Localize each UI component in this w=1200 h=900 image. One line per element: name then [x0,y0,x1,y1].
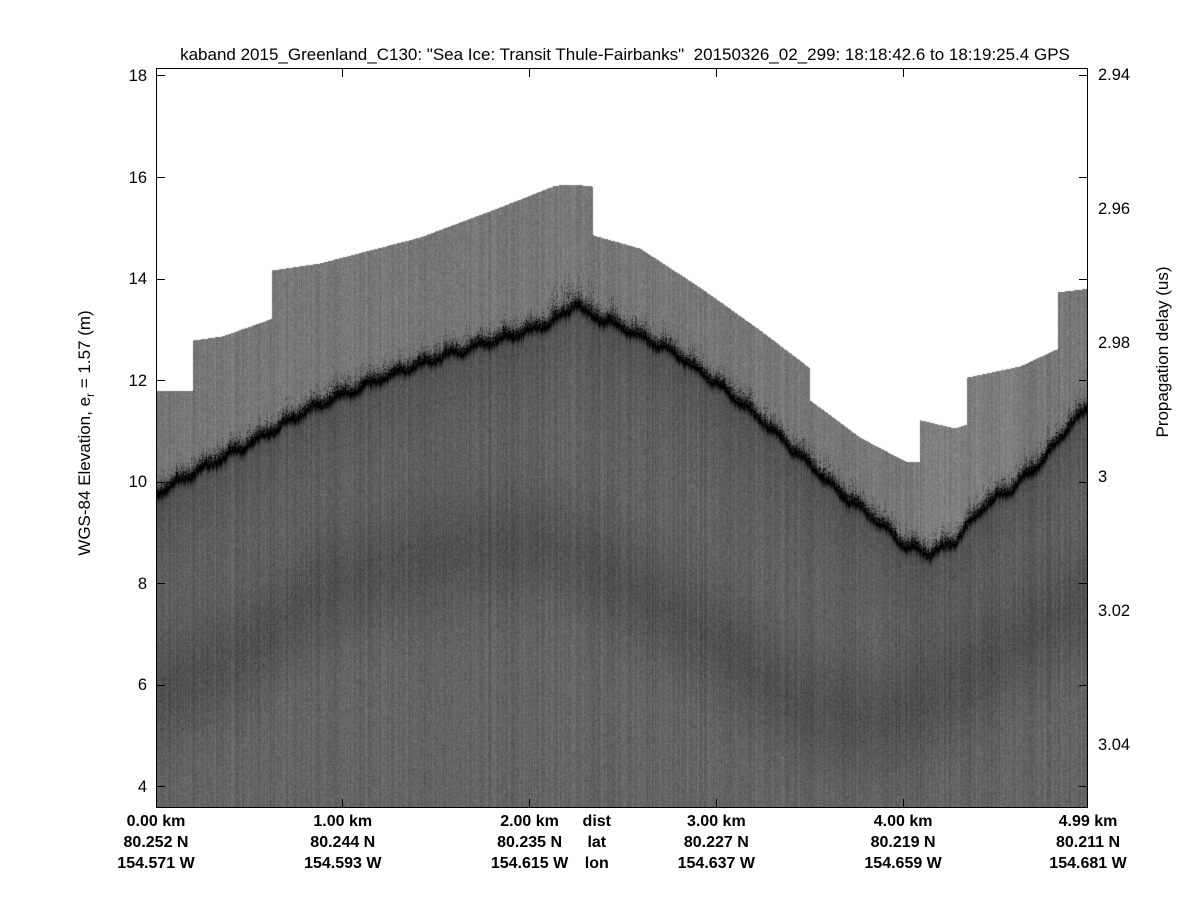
right-tick-mark [1079,278,1087,280]
row-header-lon: lon [584,855,609,872]
bottom-tick-mark [529,799,531,807]
distance-label: 2.00 km [500,813,559,830]
left-tick-mark [157,75,165,77]
left-tick-label: 14 [128,270,147,289]
left-tick-label: 12 [128,371,147,390]
right-tick-label: 3.04 [1098,735,1131,754]
left-tick-label: 4 [137,777,147,796]
latitude-label: 80.244 N [310,834,376,851]
latitude-label: 80.252 N [123,834,189,851]
longitude-label: 154.615 W [490,855,569,872]
longitude-label: 154.681 W [1049,855,1127,872]
right-tick-mark [1079,177,1087,179]
left-tick-mark [157,177,165,179]
left-tick-label: 10 [128,473,147,492]
top-tick-mark [342,69,344,77]
right-tick-mark [1079,481,1087,483]
latitude-label: 80.227 N [683,834,749,851]
right-tick-label: 2.96 [1098,199,1131,218]
left-tick-mark [157,481,165,483]
plot-title: kaband 2015_Greenland_C130: "Sea Ice: Tr… [180,45,1070,64]
subscript-r: r [83,392,98,397]
left-axis-label: WGS-84 Elevation, er = 1.57 (m) [74,310,98,556]
latitude-label: 80.235 N [497,834,563,851]
echogram-canvas [156,68,1088,808]
latitude-label: 80.219 N [870,834,936,851]
bottom-tick-mark [715,799,717,807]
plot-frame [156,68,1088,808]
distance-label: 3.00 km [686,813,746,830]
right-tick-mark [1079,786,1087,788]
right-axis-label: Propagation delay (us) [1153,266,1172,438]
distance-label: 4.99 km [1058,813,1118,830]
left-tick-label: 6 [137,676,147,695]
bottom-tick-mark [342,799,344,807]
left-tick-mark [157,684,165,686]
left-tick-mark [157,278,165,280]
right-tick-mark [1079,684,1087,686]
bottom-tick-mark [902,799,904,807]
right-tick-label: 2.98 [1098,333,1131,352]
right-tick-mark [1079,75,1087,77]
right-tick-mark [1079,583,1087,585]
longitude-label: 154.571 W [117,855,195,872]
top-tick-mark [902,69,904,77]
top-tick-mark [529,69,531,77]
right-tick-label: 3 [1098,467,1108,486]
left-tick-label: 18 [128,66,147,85]
distance-label: 0.00 km [126,813,186,830]
longitude-label: 154.659 W [864,855,942,872]
left-tick-mark [157,786,165,788]
left-tick-label: 16 [128,168,147,187]
row-header-lat: lat [587,834,607,851]
right-tick-label: 3.02 [1098,601,1131,620]
distance-label: 1.00 km [313,813,373,830]
row-header-dist: dist [582,813,612,830]
left-tick-mark [157,380,165,382]
distance-label: 4.00 km [873,813,933,830]
left-tick-label: 8 [137,574,147,593]
longitude-label: 154.593 W [304,855,382,872]
right-tick-mark [1079,380,1087,382]
left-tick-mark [157,583,165,585]
longitude-label: 154.637 W [677,855,756,872]
right-tick-label: 2.94 [1098,65,1131,84]
top-tick-mark [715,69,717,77]
latitude-label: 80.211 N [1055,834,1121,851]
